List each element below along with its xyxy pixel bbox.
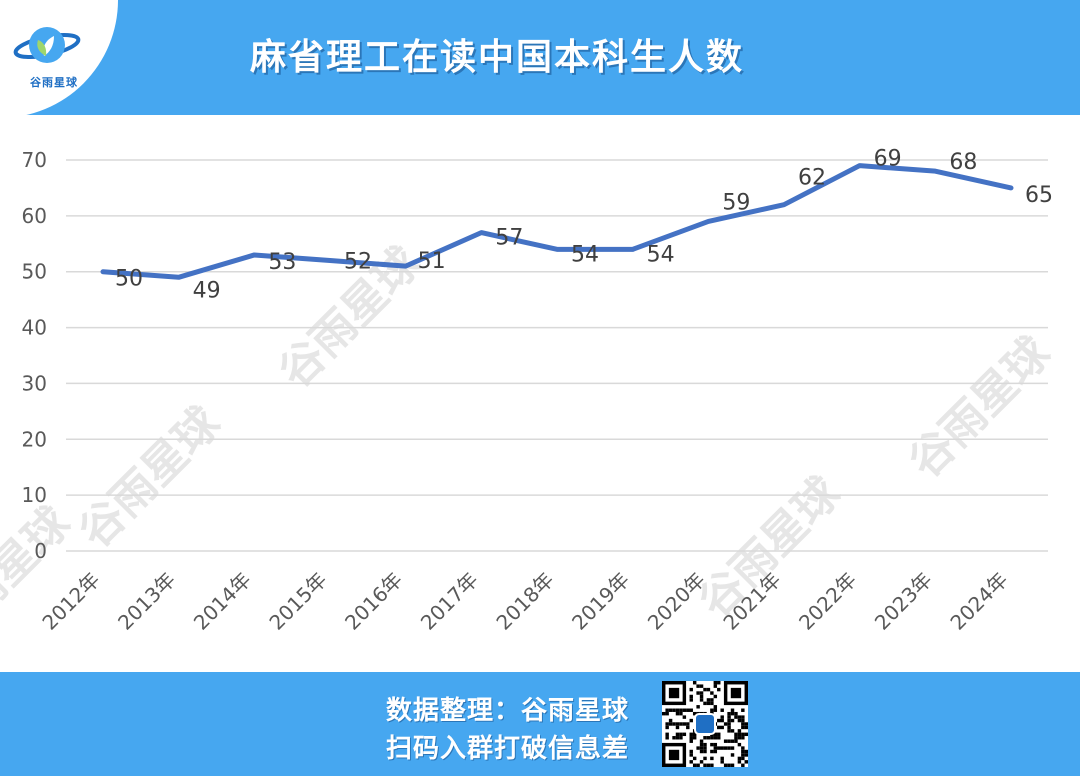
logo-text: 谷雨星球 (30, 76, 78, 89)
x-tick-label: 2015年 (264, 568, 331, 635)
y-tick-label: 70 (22, 148, 47, 172)
data-label: 49 (193, 278, 221, 303)
x-tick-label: 2016年 (340, 568, 407, 635)
data-label: 52 (344, 250, 372, 275)
planet-logo-icon (13, 27, 81, 63)
series-line (100, 163, 1014, 280)
footer-bar: 数据整理：谷雨星球 扫码入群打破信息差 (0, 672, 1080, 776)
y-tick-label: 20 (22, 427, 47, 451)
data-label: 54 (647, 242, 675, 267)
data-label: 50 (115, 267, 143, 292)
x-tick-label: 2024年 (945, 568, 1012, 635)
watermark-text: 谷雨星球 (899, 327, 1060, 488)
y-tick-label: 10 (22, 483, 47, 507)
data-label: 69 (874, 147, 902, 172)
chart-area: 谷雨星球 谷雨星球 谷雨星球 谷雨星球 谷雨星球 0 10 20 30 40 50 60 70 2012年… (0, 118, 1080, 670)
x-tick-label: 2019年 (567, 568, 634, 635)
x-tick-label: 2012年 (37, 568, 104, 635)
footer-credit: 数据整理：谷雨星球 (386, 696, 630, 726)
x-tick-label: 2014年 (189, 568, 256, 635)
data-label: 68 (949, 150, 977, 175)
data-label: 62 (798, 166, 826, 191)
logo: 谷雨星球 (0, 0, 118, 118)
watermark-text: 谷雨星球 (0, 497, 81, 658)
footer-tagline: 扫码入群打破信息差 (386, 734, 630, 764)
y-tick-label: 60 (22, 204, 47, 228)
data-label: 51 (418, 249, 446, 274)
x-tick-label: 2017年 (416, 568, 483, 635)
data-label: 54 (571, 242, 599, 267)
header-bar: 谷雨星球 麻省理工在读中国本科生人数 (0, 0, 1080, 118)
qr-code-icon (662, 681, 748, 767)
page-title: 麻省理工在读中国本科生人数 (250, 37, 745, 78)
x-tick-label: 2013年 (113, 568, 180, 635)
qr-code[interactable] (662, 681, 748, 767)
x-tick-label: 2018年 (491, 568, 558, 635)
x-tick-label: 2023年 (870, 568, 937, 635)
y-tick-label: 0 (34, 539, 47, 563)
watermark-text: 谷雨星球 (69, 397, 230, 558)
data-label: 59 (722, 190, 750, 215)
data-label: 53 (268, 250, 296, 275)
data-label: 65 (1025, 183, 1053, 208)
x-tick-label: 2022年 (794, 568, 861, 635)
y-tick-label: 30 (22, 371, 47, 395)
data-label: 57 (495, 226, 523, 251)
y-tick-label: 40 (22, 316, 47, 340)
y-tick-label: 50 (22, 260, 47, 284)
